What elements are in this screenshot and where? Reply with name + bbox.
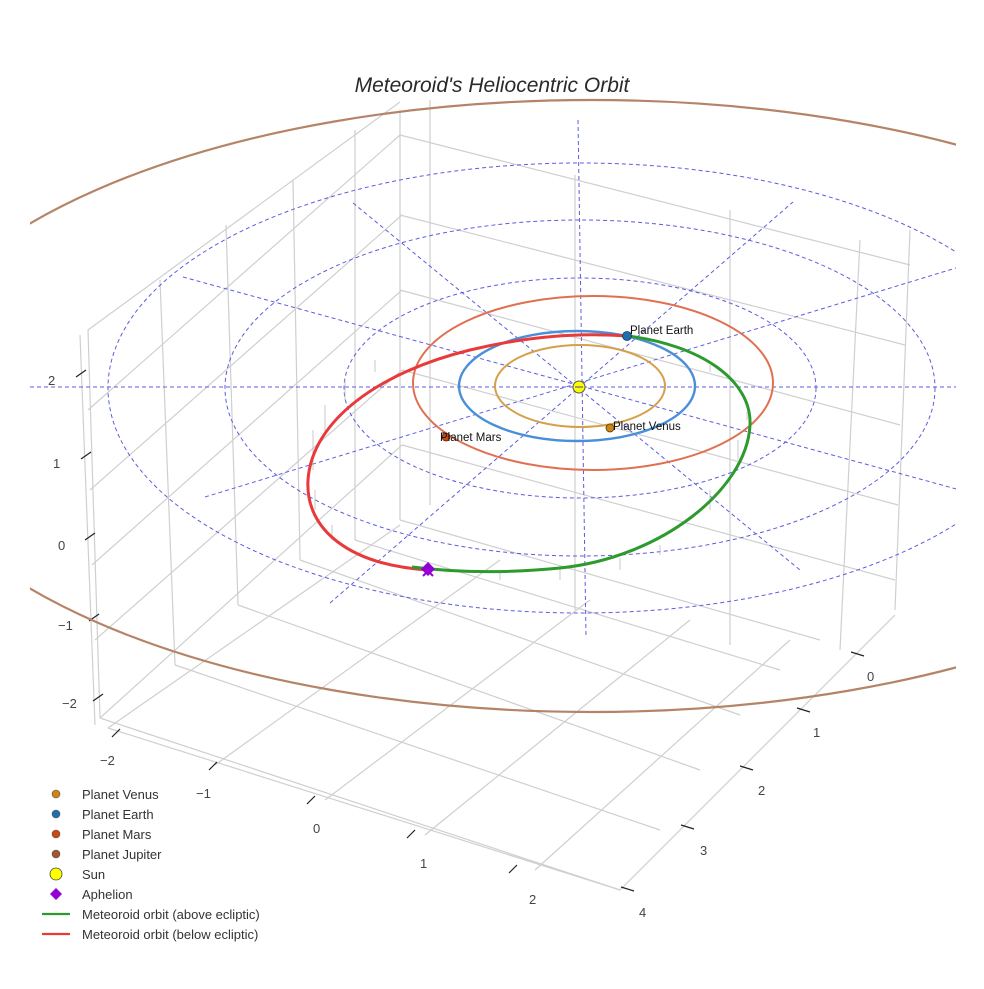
z-tick: 0 — [58, 538, 65, 553]
earth-marker[interactable] — [622, 331, 632, 341]
sun-marker[interactable] — [572, 380, 586, 394]
z-tick: 1 — [53, 456, 60, 471]
legend-item-earth[interactable]: Planet Earth — [36, 804, 260, 824]
y-tick: 1 — [813, 725, 820, 740]
z-tick: 2 — [48, 373, 55, 388]
legend-item-aphelion[interactable]: Aphelion — [36, 884, 260, 904]
x-tick: −2 — [100, 753, 115, 768]
dot-icon — [36, 844, 76, 864]
legend-item-sun[interactable]: Sun — [36, 864, 260, 884]
dot-icon — [36, 784, 76, 804]
axis-grid — [79, 100, 911, 891]
y-tick: 2 — [758, 783, 765, 798]
aphelion-marker[interactable] — [421, 562, 435, 577]
y-tick: 0 — [867, 669, 874, 684]
meteoroid-orbit-below — [306, 333, 629, 572]
earth-orbit — [457, 329, 697, 443]
sun-icon — [36, 864, 76, 884]
legend-item-orbit-above[interactable]: Meteoroid orbit (above ecliptic) — [36, 904, 260, 924]
x-tick: 2 — [529, 892, 536, 907]
y-tick: 3 — [700, 843, 707, 858]
x-tick: 1 — [420, 856, 427, 871]
venus-orbit — [494, 344, 666, 428]
axis-ticks — [75, 369, 865, 892]
legend-item-mars[interactable]: Planet Mars — [36, 824, 260, 844]
line-icon — [36, 904, 76, 924]
legend-item-orbit-below[interactable]: Meteoroid orbit (below ecliptic) — [36, 924, 260, 944]
ecliptic-grid — [30, 119, 956, 637]
mars-orbit — [412, 295, 774, 471]
venus-label: Planet Venus — [613, 421, 681, 433]
jupiter-orbit — [30, 98, 956, 714]
dot-icon — [36, 824, 76, 844]
venus-marker[interactable] — [605, 423, 615, 433]
z-tick: −1 — [58, 618, 73, 633]
diamond-icon — [36, 884, 76, 904]
legend-item-venus[interactable]: Planet Venus — [36, 784, 260, 804]
meteoroid-orbit-above — [411, 334, 752, 574]
chart-title: Meteoroid's Heliocentric Orbit — [354, 74, 630, 97]
line-icon — [36, 924, 76, 944]
y-tick: 4 — [639, 905, 646, 920]
mars-label: Planet Mars — [440, 432, 502, 444]
x-tick: 0 — [313, 821, 320, 836]
legend: Planet Venus Planet Earth Planet Mars Pl… — [36, 784, 260, 944]
legend-item-jupiter[interactable]: Planet Jupiter — [36, 844, 260, 864]
dot-icon — [36, 804, 76, 824]
z-tick: −2 — [62, 696, 77, 711]
mars-marker[interactable] — [441, 432, 451, 442]
x-tick: −1 — [196, 786, 211, 801]
earth-label: Planet Earth — [630, 325, 693, 337]
